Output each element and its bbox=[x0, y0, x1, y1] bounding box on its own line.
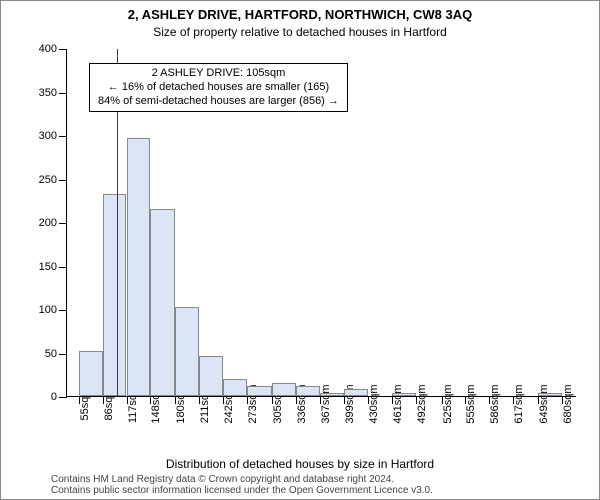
y-tick bbox=[59, 180, 67, 181]
y-tick bbox=[59, 93, 67, 94]
y-tick bbox=[59, 397, 67, 398]
callout-box: 2 ASHLEY DRIVE: 105sqm ← 16% of detached… bbox=[89, 63, 348, 112]
histogram-bar bbox=[79, 351, 103, 396]
histogram-bar bbox=[127, 138, 151, 396]
y-tick-label: 150 bbox=[39, 261, 57, 273]
y-tick bbox=[59, 267, 67, 268]
callout-line-3: 84% of semi-detached houses are larger (… bbox=[98, 95, 339, 109]
histogram-bar bbox=[103, 194, 127, 396]
x-axis-label: Distribution of detached houses by size … bbox=[1, 457, 599, 471]
callout-line-2: ← 16% of detached houses are smaller (16… bbox=[98, 81, 339, 95]
x-tick-label: 367sqm bbox=[320, 384, 332, 423]
y-tick bbox=[59, 49, 67, 50]
chart-subtitle: Size of property relative to detached ho… bbox=[1, 25, 599, 39]
histogram-bar bbox=[223, 379, 247, 396]
property-size-chart: 2, ASHLEY DRIVE, HARTFORD, NORTHWICH, CW… bbox=[0, 0, 600, 500]
x-tick-label: 649sqm bbox=[538, 384, 550, 423]
footer-line-2: Contains public sector information licen… bbox=[51, 485, 433, 496]
y-tick bbox=[59, 223, 67, 224]
y-tick-label: 200 bbox=[39, 217, 57, 229]
histogram-bar bbox=[199, 356, 223, 396]
histogram-bar bbox=[320, 393, 345, 396]
x-tick-label: 680sqm bbox=[562, 384, 574, 423]
y-tick-label: 300 bbox=[39, 130, 57, 142]
x-tick-label: 586sqm bbox=[489, 384, 501, 423]
y-tick bbox=[59, 310, 67, 311]
y-tick bbox=[59, 136, 67, 137]
chart-title-address: 2, ASHLEY DRIVE, HARTFORD, NORTHWICH, CW… bbox=[1, 7, 599, 22]
histogram-bar bbox=[344, 389, 368, 396]
histogram-bar bbox=[175, 307, 199, 396]
x-tick-label: 555sqm bbox=[465, 384, 477, 423]
histogram-bar bbox=[150, 209, 175, 396]
histogram-bar bbox=[272, 383, 296, 396]
x-tick-label: 525sqm bbox=[442, 384, 454, 423]
footer-line-1: Contains HM Land Registry data © Crown c… bbox=[51, 474, 394, 485]
y-tick-label: 250 bbox=[39, 174, 57, 186]
x-tick-label: 492sqm bbox=[416, 384, 428, 423]
histogram-bar bbox=[296, 386, 320, 396]
y-tick bbox=[59, 354, 67, 355]
plot-area: 05010015020025030035040055sqm86sqm117sqm… bbox=[66, 49, 576, 397]
y-tick-label: 350 bbox=[39, 87, 57, 99]
x-tick-label: 430sqm bbox=[368, 384, 380, 423]
callout-line-1: 2 ASHLEY DRIVE: 105sqm bbox=[98, 67, 339, 81]
histogram-bar bbox=[392, 393, 416, 396]
y-tick-label: 50 bbox=[45, 348, 57, 360]
y-tick-label: 0 bbox=[51, 391, 57, 403]
x-tick-label: 617sqm bbox=[513, 384, 525, 423]
y-tick-label: 100 bbox=[39, 304, 57, 316]
histogram-bar bbox=[247, 386, 272, 396]
histogram-bar bbox=[538, 393, 562, 396]
y-tick-label: 400 bbox=[39, 43, 57, 55]
x-tick-label: 461sqm bbox=[392, 384, 404, 423]
